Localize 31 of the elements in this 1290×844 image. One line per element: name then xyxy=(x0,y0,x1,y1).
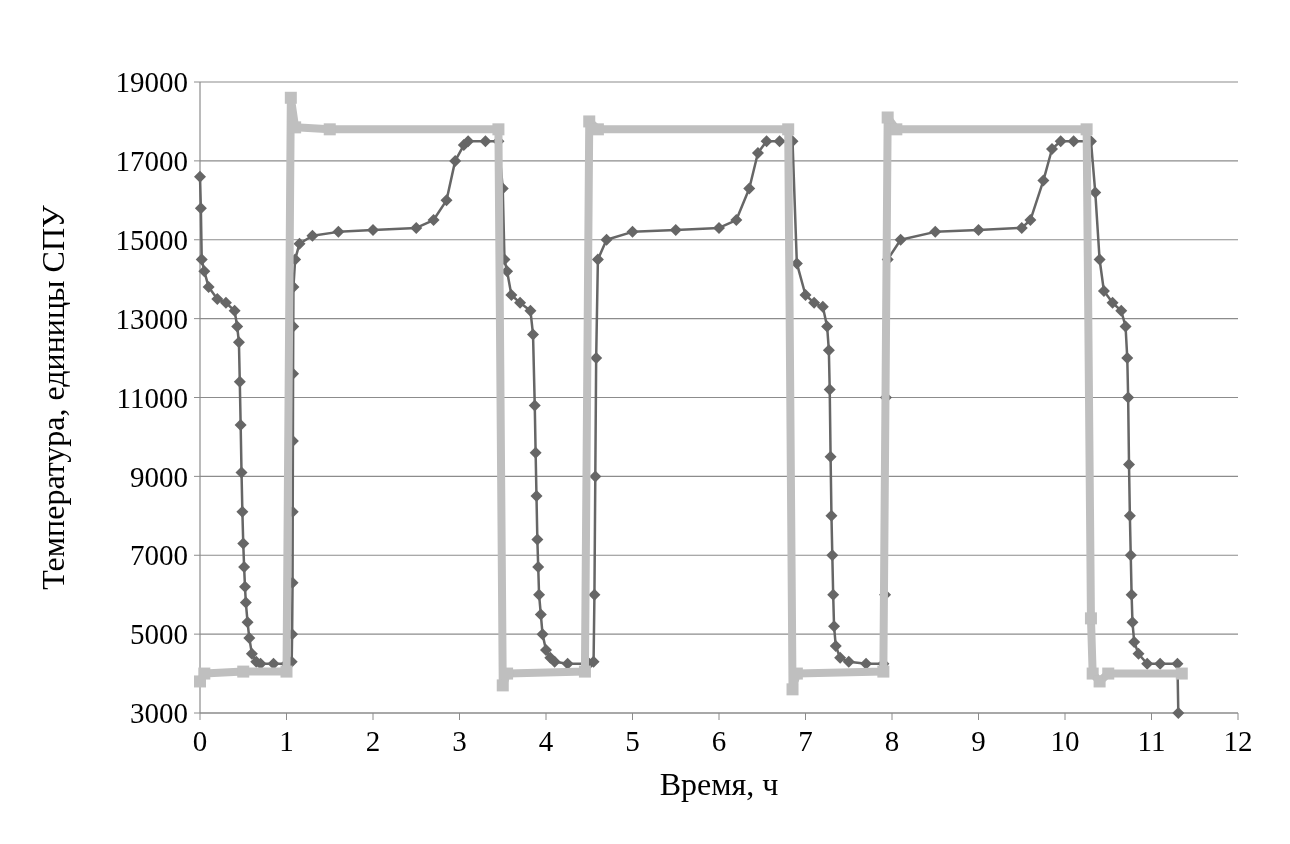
y-tick-label: 11000 xyxy=(116,381,188,414)
point xyxy=(1102,667,1115,680)
point xyxy=(496,679,509,692)
y-tick-label: 13000 xyxy=(115,302,188,335)
y-axis-title: Температура, единицы СПУ xyxy=(35,204,71,590)
y-tick-label: 19000 xyxy=(115,66,188,99)
x-tick-label: 4 xyxy=(538,725,554,757)
x-tick-label: 8 xyxy=(884,725,900,757)
x-tick-label: 10 xyxy=(1050,725,1080,757)
x-tick-label: 7 xyxy=(798,725,813,757)
x-tick-label: 0 xyxy=(192,725,208,757)
x-axis-title: Время, ч xyxy=(659,766,779,802)
x-tick-label: 3 xyxy=(452,725,467,757)
x-tick-label: 6 xyxy=(711,725,727,757)
y-tick-label: 7000 xyxy=(130,539,188,572)
x-tick-label: 1 xyxy=(279,725,294,757)
y-tick-label: 15000 xyxy=(115,223,188,256)
x-tick-label: 12 xyxy=(1223,725,1253,757)
x-tick-label: 5 xyxy=(625,725,640,757)
x-tick-label: 11 xyxy=(1137,725,1166,757)
x-tick-label: 2 xyxy=(365,725,381,757)
y-tick-label: 17000 xyxy=(115,145,188,178)
point xyxy=(284,91,297,104)
point xyxy=(1175,667,1188,680)
point xyxy=(583,115,596,128)
x-tick-label: 9 xyxy=(971,725,986,757)
y-tick-label: 3000 xyxy=(130,697,188,730)
y-tick-label: 9000 xyxy=(130,460,188,493)
point xyxy=(786,683,799,696)
point xyxy=(881,111,894,124)
y-tick-label: 5000 xyxy=(130,618,188,651)
